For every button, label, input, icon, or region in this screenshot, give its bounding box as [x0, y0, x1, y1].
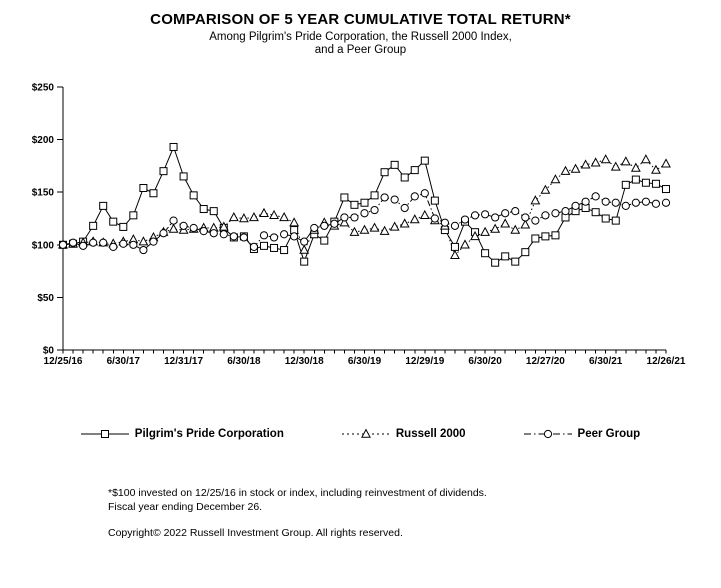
svg-text:12/26/21: 12/26/21 — [647, 356, 686, 367]
svg-text:12/31/17: 12/31/17 — [164, 356, 203, 367]
chart-footnote: *$100 invested on 12/25/16 in stock or i… — [108, 487, 487, 514]
svg-text:$100: $100 — [32, 240, 55, 251]
svg-text:$250: $250 — [32, 83, 55, 94]
svg-text:$150: $150 — [32, 188, 55, 199]
svg-text:6/30/20: 6/30/20 — [468, 356, 502, 367]
svg-text:12/29/19: 12/29/19 — [405, 356, 444, 367]
legend-item-pilgrims-pride: Pilgrim's Pride Corporation — [80, 427, 284, 441]
chart-subtitle-line2: and a Peer Group — [314, 44, 407, 56]
svg-text:$200: $200 — [32, 135, 55, 146]
chart-legend: Pilgrim's Pride Corporation Russell 2000… — [0, 427, 721, 441]
legend-label-pilgrims-pride: Pilgrim's Pride Corporation — [134, 428, 284, 440]
triangle-marker-dotted-line-icon — [341, 428, 390, 438]
svg-text:$0: $0 — [43, 346, 55, 357]
svg-text:$50: $50 — [37, 293, 54, 304]
svg-text:6/30/18: 6/30/18 — [227, 356, 261, 367]
circle-marker-dashdot-line-icon — [523, 429, 572, 439]
footnote-line1: *$100 invested on 12/25/16 in stock or i… — [108, 487, 487, 499]
square-marker-solid-line-icon — [80, 430, 129, 438]
legend-item-russell-2000: Russell 2000 — [341, 427, 466, 441]
svg-text:6/30/19: 6/30/19 — [348, 356, 382, 367]
footnote-line2: Fiscal year ending December 26. — [108, 500, 263, 513]
line-chart-plot-area: $0 $50 $100 $150 $200 $250 12/25/16 6/30/17 12/3… — [32, 83, 686, 368]
svg-text:12/25/16: 12/25/16 — [44, 356, 83, 367]
legend-label-russell-2000: Russell 2000 — [395, 428, 466, 440]
legend-label-peer-group: Peer Group — [577, 428, 641, 440]
copyright-notice: Copyright© 2022 Russell Investment Group… — [108, 527, 403, 539]
svg-text:6/30/21: 6/30/21 — [589, 356, 623, 367]
svg-text:12/30/18: 12/30/18 — [285, 356, 324, 367]
svg-text:12/27/20: 12/27/20 — [526, 356, 565, 367]
chart-title: COMPARISON OF 5 YEAR CUMULATIVE TOTAL RE… — [150, 11, 571, 28]
svg-text:6/30/17: 6/30/17 — [107, 356, 141, 367]
chart-subtitle-line1: Among Pilgrim's Pride Corporation, the R… — [209, 31, 512, 43]
legend-item-peer-group: Peer Group — [523, 427, 641, 441]
